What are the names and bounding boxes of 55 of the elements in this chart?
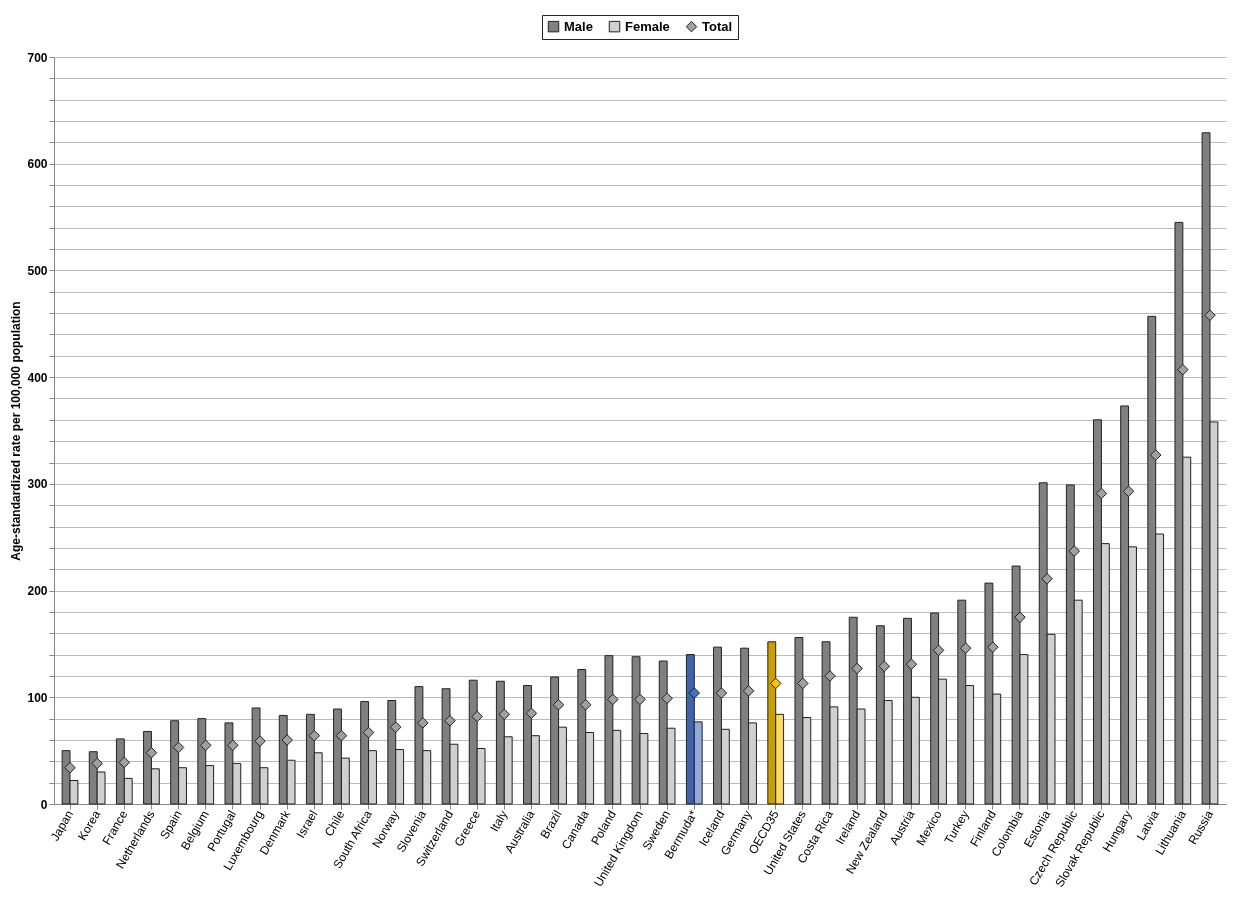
point: [824, 670, 836, 682]
point: [64, 761, 76, 774]
point: [1122, 485, 1135, 498]
point: [1014, 611, 1026, 623]
point: [1204, 309, 1216, 321]
point: [362, 726, 375, 739]
point: [715, 687, 728, 699]
point: [1095, 487, 1108, 500]
point: [905, 658, 918, 670]
y-tick-label: 100: [27, 690, 48, 705]
point: [471, 710, 483, 723]
y-axis-title: Age-standardized rate per 100,000 population: [9, 301, 24, 561]
legend-label: Total: [702, 18, 733, 34]
legend-label: Female: [625, 18, 670, 34]
point: [1177, 363, 1189, 376]
point: [525, 707, 538, 720]
point: [417, 717, 429, 729]
legend-label: Male: [564, 18, 593, 34]
point: [1149, 449, 1162, 461]
y-tick-label: 0: [40, 797, 48, 812]
point: [607, 693, 619, 706]
point: [335, 729, 348, 742]
point: [932, 644, 945, 657]
point: [797, 677, 809, 690]
y-tick-label: 500: [27, 263, 48, 278]
point: [199, 739, 212, 752]
point: [1068, 545, 1081, 557]
point: [227, 739, 239, 752]
point: [688, 687, 701, 699]
point: [172, 741, 185, 754]
point: [851, 662, 863, 675]
y-tick-label: 600: [27, 157, 48, 172]
point: [987, 641, 999, 653]
y-tick-label: 400: [27, 370, 48, 385]
point: [742, 685, 755, 697]
y-tick-label: 300: [27, 477, 48, 492]
point: [498, 708, 511, 721]
point: [579, 699, 592, 711]
point: [959, 642, 972, 654]
point: [552, 699, 565, 711]
y-tick-label: 700: [27, 50, 48, 65]
point: [389, 721, 402, 733]
point: [878, 660, 891, 673]
point: [1041, 573, 1053, 585]
point: [91, 757, 103, 770]
point: [118, 756, 131, 769]
point: [145, 747, 158, 759]
point: [254, 735, 266, 747]
point: [661, 692, 673, 705]
point: [769, 677, 782, 690]
point: [444, 715, 456, 727]
point: [634, 693, 646, 706]
point: [281, 734, 293, 746]
y-tick-label: 200: [27, 584, 48, 599]
point: [308, 729, 321, 742]
